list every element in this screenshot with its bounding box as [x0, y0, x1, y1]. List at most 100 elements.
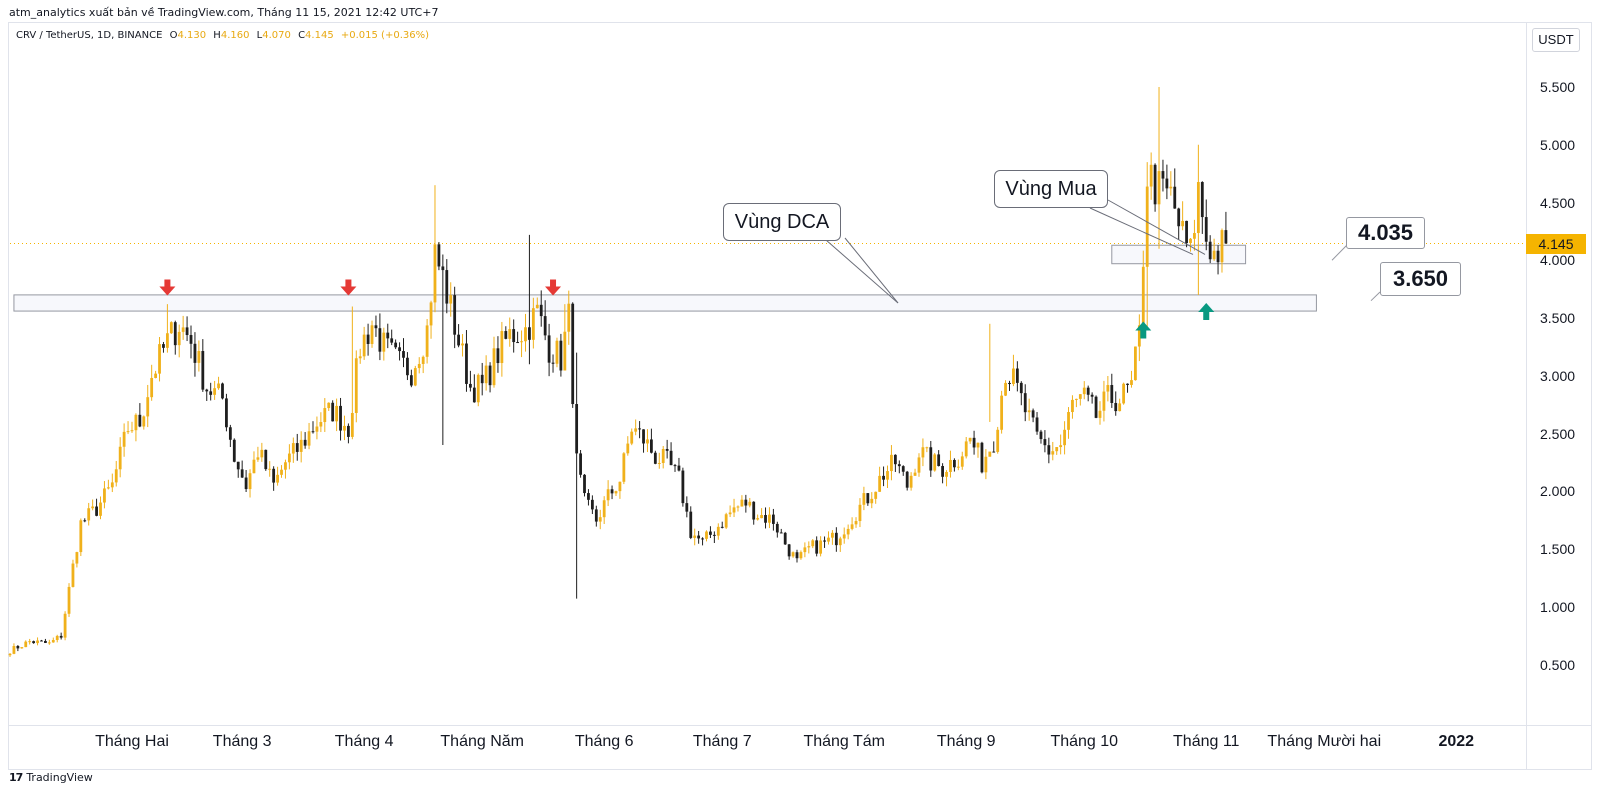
candle-body	[126, 431, 130, 433]
candle-body	[181, 327, 185, 332]
candle-body	[756, 518, 760, 520]
candle-body	[807, 546, 811, 548]
symbol-info: CRV / TetherUS, 1D, BINANCE	[16, 30, 163, 41]
price-axis-separator	[1526, 22, 1527, 770]
candle-body	[740, 499, 744, 507]
candle-body	[134, 414, 138, 431]
candle-body	[1220, 230, 1224, 263]
candle-body	[764, 515, 767, 523]
candle-body	[63, 613, 67, 638]
candle-body	[71, 563, 75, 587]
candle-body	[1212, 250, 1216, 260]
price-tick-label: 2.000	[1540, 483, 1576, 500]
candle-body	[1173, 186, 1177, 209]
candle-body	[350, 412, 354, 437]
candle-body	[36, 640, 39, 644]
candle-body	[291, 443, 295, 454]
candle-body	[760, 515, 763, 519]
open-label: O	[169, 30, 178, 41]
candle-body	[500, 331, 504, 364]
candle-body	[323, 408, 327, 423]
candle-body	[83, 520, 87, 522]
candle-body	[488, 365, 492, 386]
dca-callout-pointer	[825, 239, 899, 304]
candle-body	[1015, 368, 1019, 383]
candle-body	[173, 322, 177, 346]
candle-body	[378, 328, 382, 352]
candle-body	[917, 457, 921, 473]
candle-body	[1177, 208, 1181, 227]
candle-body	[295, 443, 299, 452]
candle-body	[272, 468, 276, 483]
candle-body	[319, 422, 323, 427]
candle-body	[1141, 266, 1145, 326]
candle-body	[386, 332, 390, 339]
candle-body	[728, 512, 732, 515]
candle-body	[252, 459, 256, 474]
candle-body	[409, 375, 413, 386]
candle-body	[1196, 182, 1200, 234]
candle-body	[1004, 382, 1007, 396]
candle-body	[748, 501, 752, 506]
candle-body	[650, 439, 653, 453]
candle-body	[158, 344, 161, 374]
candle-body	[858, 504, 862, 522]
candle-body	[732, 507, 736, 513]
candle-body	[1106, 385, 1110, 392]
candle-body	[244, 477, 248, 490]
candle-body	[705, 531, 708, 539]
candle-body	[264, 449, 268, 470]
candle-body	[142, 416, 146, 427]
candle-body	[886, 471, 889, 480]
candle-body	[197, 351, 201, 363]
candle-body	[882, 475, 885, 480]
candle-body	[929, 447, 933, 471]
chart-frame[interactable]	[8, 22, 1592, 770]
candle-body	[162, 344, 165, 348]
price-tick-label: 5.500	[1540, 79, 1576, 95]
candle-body	[539, 304, 543, 317]
footer-brand[interactable]: 17 TradingView	[9, 771, 93, 784]
candle-body	[925, 447, 929, 449]
candle-body	[1082, 387, 1086, 395]
candle-body	[964, 441, 968, 457]
candle-body	[956, 466, 960, 468]
candle-body	[441, 266, 445, 271]
candle-body	[984, 456, 988, 473]
candle-body	[106, 487, 110, 489]
time-tick-label: Tháng 10	[1050, 733, 1119, 750]
candle-body	[307, 431, 311, 446]
price-tick-label: 1.500	[1540, 541, 1576, 557]
candle-body	[114, 469, 118, 483]
candle-body	[724, 514, 728, 528]
candle-body	[744, 499, 748, 506]
buy-zone-box	[1111, 244, 1247, 265]
candle-body	[429, 302, 433, 326]
candle-body	[394, 342, 398, 348]
time-tick-label: Tháng Năm	[440, 733, 524, 750]
candle-body	[508, 329, 512, 339]
candle-body	[870, 498, 874, 504]
candle-body	[736, 506, 740, 508]
candle-body	[779, 532, 783, 534]
candle-body	[980, 442, 984, 473]
candle-body	[185, 327, 189, 336]
candle-body	[40, 640, 43, 642]
candle-body	[685, 503, 689, 512]
candle-body	[626, 443, 630, 454]
candle-body	[213, 388, 217, 395]
low-label: L	[256, 30, 263, 41]
candle-body	[87, 508, 91, 521]
price-tick-label: 5.000	[1540, 136, 1576, 153]
candle-body	[421, 356, 425, 364]
candle-body	[177, 331, 181, 346]
high-label: H	[213, 30, 221, 41]
currency-selector[interactable]: USDT	[1532, 28, 1580, 52]
candle-body	[354, 358, 358, 413]
candle-body	[712, 534, 716, 536]
candle-body	[874, 491, 878, 499]
candle-body	[842, 534, 846, 539]
candle-body	[528, 327, 531, 340]
candle-body	[571, 303, 575, 405]
